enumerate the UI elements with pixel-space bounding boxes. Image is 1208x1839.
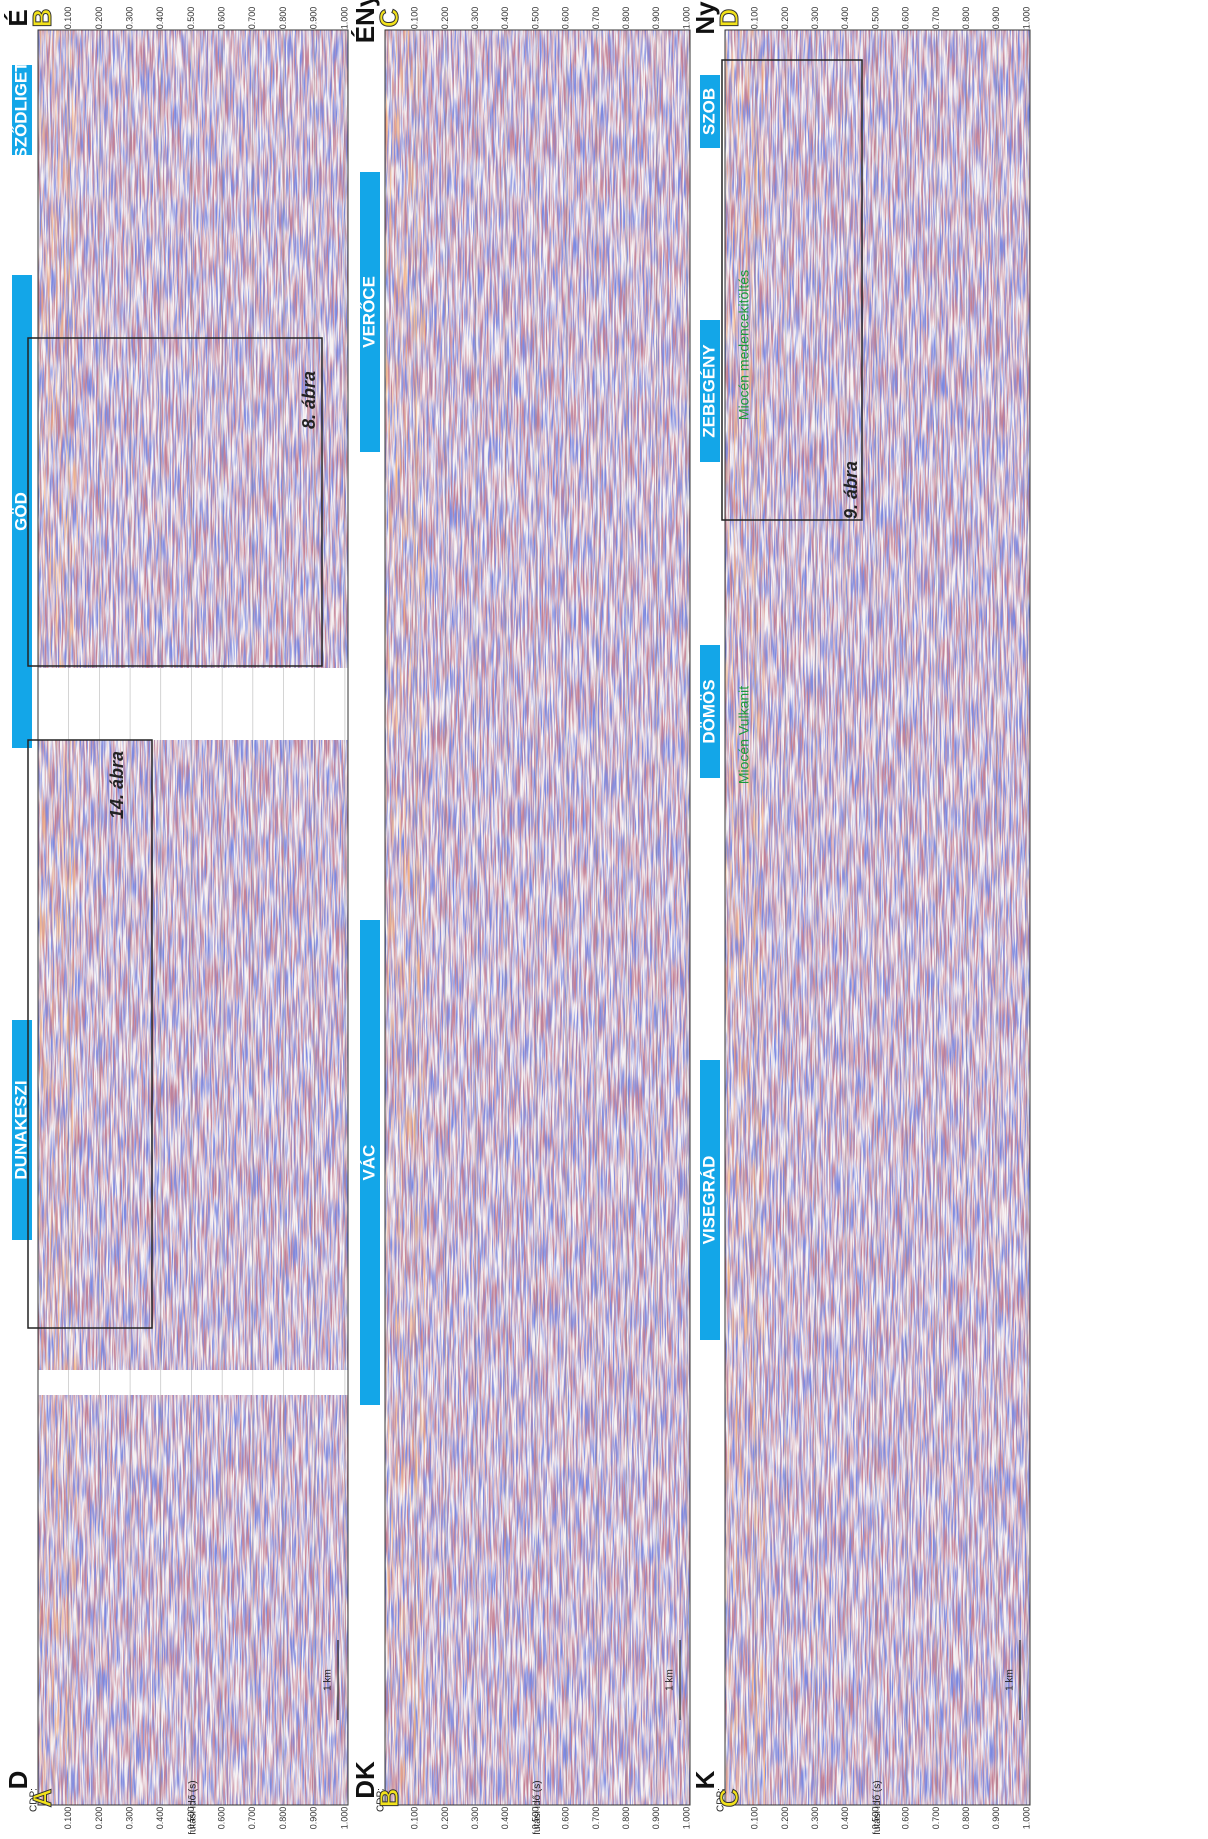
time-tick-bottom: 0.400 [840,1807,850,1830]
annotation: Miocén Vulkanit [736,686,752,784]
time-tick-top: 0.600 [561,7,571,30]
time-tick-top: 0.800 [621,7,631,30]
time-tick-top: 0.300 [810,7,820,30]
time-tick-bottom: 0.700 [931,1807,941,1830]
start-direction: D [3,1771,33,1790]
town-label: VERŐCE [359,276,378,348]
time-tick-top: 0.300 [470,7,480,30]
time-tick-top: 0.500 [530,7,540,30]
time-tick-top: 0.200 [440,7,450,30]
figure-ref: 8. ábra [299,371,319,429]
town-label: VISEGRÁD [699,1156,718,1245]
time-tick-bottom: 0.200 [440,1807,450,1830]
time-tick-top: 0.800 [278,7,288,30]
time-tick-top: 0.400 [500,7,510,30]
time-tick-top: 1.000 [1021,7,1031,30]
time-tick-bottom: 0.900 [651,1807,661,1830]
time-tick-top: 0.100 [410,7,420,30]
time-tick-bottom: 0.100 [63,1807,73,1830]
seismic-orange [38,30,78,1805]
time-tick-bottom: 0.700 [247,1807,257,1830]
time-tick-bottom: 0.800 [621,1807,631,1830]
town-label: SZOB [699,88,718,135]
time-tick-bottom: 0.300 [124,1807,134,1830]
annotation: Miocén medencekitöltés [736,270,752,420]
figure: 0.100 0.100 0.200 0.200 0.300 0.300 0.400 0.400… [0,0,1208,1834]
data-gap [38,668,348,740]
time-tick-bottom: 0.700 [591,1807,601,1830]
time-tick-top: 0.600 [217,7,227,30]
time-tick-top: 0.100 [750,7,760,30]
town-label: ZEBEGÉNY [699,344,718,438]
seismic-orange [385,30,425,1805]
start-letter: B [374,1789,404,1808]
figure-ref: 9. ábra [841,461,861,519]
seismic-blue [38,30,348,1805]
time-tick-bottom: 1.000 [339,1807,349,1830]
time-tick-bottom: 0.400 [500,1807,510,1830]
time-tick-bottom: 0.900 [309,1807,319,1830]
figure-ref: 14. ábra [107,751,127,819]
time-tick-bottom: 0.400 [155,1807,165,1830]
time-tick-bottom: 0.900 [991,1807,1001,1830]
time-tick-bottom: 1.000 [1021,1807,1031,1830]
time-tick-top: 0.500 [186,7,196,30]
axis-title: Kétutas futási idő (s) [872,1780,883,1834]
time-tick-top: 0.700 [931,7,941,30]
end-letter: D [714,9,744,28]
time-tick-top: 0.900 [309,7,319,30]
time-tick-top: 0.400 [840,7,850,30]
axis-title: Kétutas futási idő (s) [188,1780,199,1834]
time-tick-top: 0.100 [63,7,73,30]
time-tick-top: 0.300 [124,7,134,30]
start-letter: A [27,1788,57,1807]
time-tick-top: 0.500 [870,7,880,30]
time-tick-bottom: 0.800 [961,1807,971,1830]
time-tick-top: 0.400 [155,7,165,30]
time-tick-top: 0.200 [780,7,790,30]
time-tick-bottom: 0.200 [780,1807,790,1830]
scale-label: 1 km [1005,1669,1016,1691]
town-label: VÁC [359,1145,378,1181]
time-tick-bottom: 0.300 [470,1807,480,1830]
axis-title: Kétutas futási idő (s) [532,1780,543,1834]
time-tick-top: 1.000 [339,7,349,30]
time-tick-top: 0.700 [591,7,601,30]
town-label: DÖMÖS [699,679,718,743]
time-tick-bottom: 0.600 [217,1807,227,1830]
town-label: SZŐDLIGET [11,61,30,159]
seismic-blue [725,30,1030,1805]
time-tick-bottom: 0.300 [810,1807,820,1830]
time-tick-top: 0.600 [901,7,911,30]
time-tick-top: 0.700 [247,7,257,30]
time-tick-bottom: 0.600 [561,1807,571,1830]
time-tick-top: 0.900 [651,7,661,30]
time-tick-bottom: 0.600 [901,1807,911,1830]
time-tick-top: 0.200 [94,7,104,30]
scale-label: 1 km [323,1669,334,1691]
end-letter: B [27,9,57,28]
start-direction: K [690,1770,720,1789]
time-tick-bottom: 0.100 [410,1807,420,1830]
time-tick-bottom: 0.200 [94,1807,104,1830]
time-tick-bottom: 1.000 [681,1807,691,1830]
start-letter: C [714,1788,744,1807]
time-tick-bottom: 0.100 [750,1807,760,1830]
scale-label: 1 km [665,1669,676,1691]
data-gap [38,1370,348,1395]
end-letter: C [374,8,404,27]
seismic-blue [385,30,690,1805]
time-tick-bottom: 0.800 [278,1807,288,1830]
time-tick-top: 0.900 [991,7,1001,30]
time-tick-top: 0.800 [961,7,971,30]
